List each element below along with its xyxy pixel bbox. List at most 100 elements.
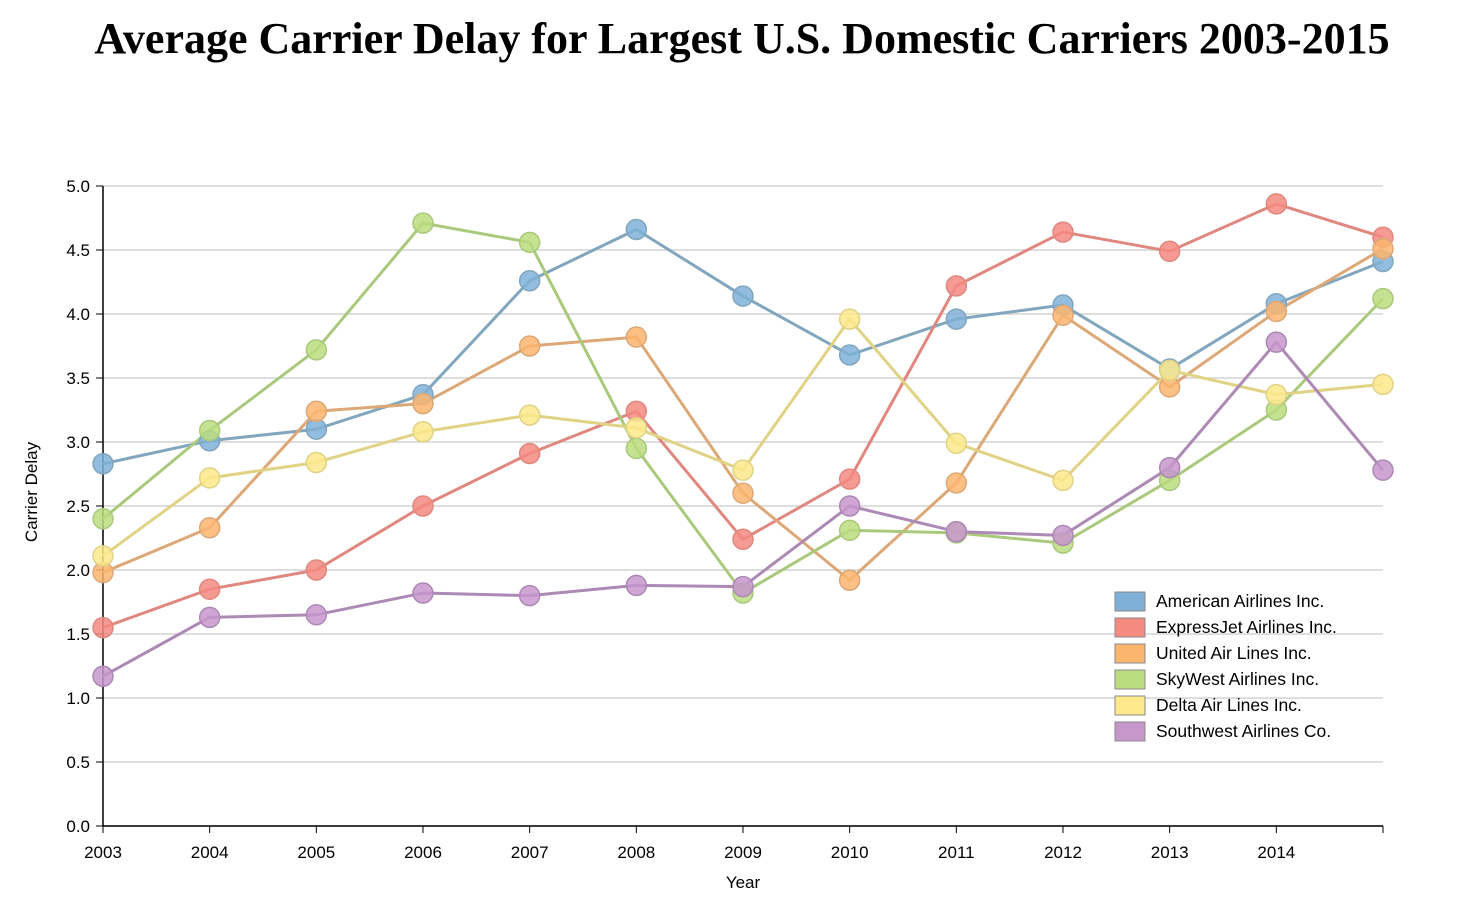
y-tick-label: 3.0	[66, 433, 90, 452]
legend: American Airlines Inc. ExpressJet Airline…	[1114, 591, 1337, 742]
data-point-united-air-lines-inc	[412, 392, 434, 415]
data-point-expressjet-airlines-inc	[518, 442, 541, 465]
data-point-expressjet-airlines-inc	[1052, 221, 1074, 243]
y-tick-label: 0.5	[66, 753, 90, 772]
data-point-american-airlines-inc	[625, 218, 648, 241]
axes: 0.0 0.5 1.0 1.5 2.0 2.5 3.0 3.5 4.0 4.5 5.0 2003 200…	[66, 177, 1384, 862]
y-tick-label: 4.0	[66, 305, 90, 324]
data-point-expressjet-airlines-inc	[838, 468, 861, 490]
data-point-expressjet-airlines-inc	[1158, 240, 1181, 263]
data-point-delta-air-lines-inc	[305, 451, 328, 474]
x-axis-label: Year	[726, 873, 761, 892]
data-point-american-airlines-inc	[732, 285, 754, 307]
data-point-american-airlines-inc	[92, 453, 114, 475]
data-point-skywest-airlines-inc	[518, 231, 541, 254]
y-axis-label: Carrier Delay	[22, 441, 41, 542]
data-point-expressjet-airlines-inc	[1265, 193, 1288, 215]
y-tick-label: 5.0	[66, 177, 90, 196]
data-point-skywest-airlines-inc	[198, 419, 221, 442]
data-point-southwest-airlines-co	[1052, 524, 1074, 547]
data-point-southwest-airlines-co	[1265, 331, 1288, 353]
data-point-skywest-airlines-inc	[1372, 287, 1394, 310]
data-point-delta-air-lines-inc	[1158, 359, 1181, 382]
data-point-expressjet-airlines-inc	[945, 275, 968, 297]
y-tick-label: 0.0	[66, 817, 90, 836]
data-point-southwest-airlines-co	[1372, 459, 1394, 481]
data-point-delta-air-lines-inc	[1052, 469, 1074, 492]
legend-swatch	[1114, 591, 1146, 612]
data-point-expressjet-airlines-inc	[92, 616, 114, 639]
data-point-united-air-lines-inc	[1265, 300, 1288, 323]
data-point-delta-air-lines-inc	[198, 467, 221, 489]
data-point-united-air-lines-inc	[1372, 237, 1394, 260]
data-point-southwest-airlines-co	[412, 582, 434, 604]
y-tick-label: 1.5	[66, 625, 90, 644]
data-point-southwest-airlines-co	[625, 574, 648, 597]
x-tick-label: 2013	[1151, 843, 1189, 862]
data-point-delta-air-lines-inc	[838, 308, 861, 330]
data-point-delta-air-lines-inc	[1265, 383, 1288, 406]
legend-label: SkyWest Airlines Inc.	[1156, 669, 1319, 689]
legend-swatch	[1114, 695, 1146, 716]
data-point-southwest-airlines-co	[732, 575, 754, 598]
x-tick-label: 2003	[84, 843, 122, 862]
data-point-skywest-airlines-inc	[838, 519, 861, 542]
data-point-united-air-lines-inc	[838, 569, 861, 591]
data-point-southwest-airlines-co	[518, 584, 541, 607]
legend-swatch	[1114, 617, 1146, 638]
series-line-expressjet-airlines-inc	[102, 202, 1384, 630]
x-tick-label: 2010	[831, 843, 869, 862]
x-tick-label: 2009	[724, 843, 762, 862]
x-tick-label: 2011	[938, 843, 975, 862]
legend-swatch	[1114, 643, 1146, 664]
data-point-skywest-airlines-inc	[92, 508, 114, 530]
y-tick-label: 2.0	[66, 561, 90, 580]
data-point-skywest-airlines-inc	[305, 339, 328, 361]
y-tick-label: 3.5	[66, 369, 90, 388]
data-point-southwest-airlines-co	[92, 665, 114, 687]
data-point-united-air-lines-inc	[945, 472, 968, 494]
data-point-united-air-lines-inc	[1052, 304, 1074, 327]
x-tick-label: 2008	[617, 843, 655, 862]
data-point-united-air-lines-inc	[732, 482, 754, 504]
data-point-delta-air-lines-inc	[1372, 373, 1394, 396]
data-point-skywest-airlines-inc	[625, 437, 648, 460]
x-tick-label: 2006	[404, 843, 442, 862]
data-point-skywest-airlines-inc	[412, 212, 434, 234]
y-tick-label: 2.5	[66, 497, 90, 516]
x-tick-label: 2005	[297, 843, 335, 862]
data-point-expressjet-airlines-inc	[412, 495, 434, 517]
x-tick-label: 2014	[1257, 843, 1295, 862]
y-tick-label: 1.0	[66, 689, 90, 708]
data-point-united-air-lines-inc	[198, 517, 221, 539]
x-tick-label: 2004	[191, 843, 229, 862]
data-point-united-air-lines-inc	[625, 326, 648, 348]
legend-label: Southwest Airlines Co.	[1156, 721, 1331, 741]
data-point-delta-air-lines-inc	[945, 432, 968, 455]
data-point-southwest-airlines-co	[838, 495, 861, 517]
legend-label: Delta Air Lines Inc.	[1156, 695, 1302, 715]
legend-swatch	[1114, 721, 1146, 742]
data-point-delta-air-lines-inc	[732, 459, 754, 481]
data-point-united-air-lines-inc	[518, 335, 541, 357]
data-point-american-airlines-inc	[838, 344, 861, 366]
x-tick-label: 2007	[511, 843, 549, 862]
data-point-delta-air-lines-inc	[412, 421, 434, 443]
data-point-expressjet-airlines-inc	[732, 528, 754, 551]
data-point-american-airlines-inc	[945, 308, 968, 330]
data-point-expressjet-airlines-inc	[198, 578, 221, 600]
legend-swatch	[1114, 669, 1146, 690]
legend-label: ExpressJet Airlines Inc.	[1156, 617, 1337, 637]
legend-label: American Airlines Inc.	[1156, 591, 1324, 611]
data-point-southwest-airlines-co	[1158, 456, 1181, 479]
data-point-southwest-airlines-co	[198, 606, 221, 629]
data-point-delta-air-lines-inc	[518, 404, 541, 426]
series-layer	[92, 193, 1394, 687]
legend-label: United Air Lines Inc.	[1156, 643, 1312, 663]
y-tick-label: 4.5	[66, 241, 90, 260]
data-point-american-airlines-inc	[518, 269, 541, 292]
chart-title: Average Carrier Delay for Largest U.S. D…	[94, 14, 1389, 63]
data-point-delta-air-lines-inc	[625, 417, 648, 439]
x-tick-label: 2012	[1044, 843, 1082, 862]
